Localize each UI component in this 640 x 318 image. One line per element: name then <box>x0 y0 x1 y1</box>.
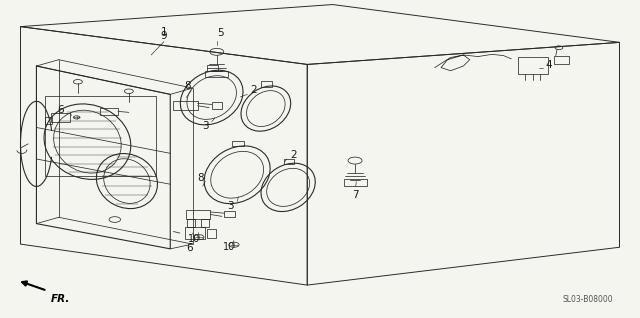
Text: 4: 4 <box>545 60 552 70</box>
Text: 3: 3 <box>202 121 209 131</box>
Bar <box>173 101 198 110</box>
Bar <box>232 141 244 146</box>
Bar <box>207 229 216 238</box>
Text: 8: 8 <box>197 173 204 183</box>
Text: 10: 10 <box>223 242 236 252</box>
Bar <box>186 210 211 219</box>
Text: 3: 3 <box>227 201 234 211</box>
Bar <box>284 159 294 164</box>
Text: 5: 5 <box>217 28 223 38</box>
Bar <box>554 56 568 65</box>
Bar <box>207 65 218 71</box>
Text: 2: 2 <box>250 85 257 95</box>
Bar <box>261 81 271 87</box>
Text: 6: 6 <box>57 105 64 115</box>
Text: SL03-B08000: SL03-B08000 <box>563 295 613 304</box>
Bar <box>51 113 70 122</box>
Bar <box>45 96 156 176</box>
Text: 2: 2 <box>290 149 297 160</box>
Bar <box>344 179 367 186</box>
Text: 1: 1 <box>161 27 167 37</box>
Bar <box>45 117 52 124</box>
Bar <box>202 219 209 227</box>
Bar <box>212 102 222 108</box>
Text: 10: 10 <box>188 234 200 244</box>
Text: 6: 6 <box>186 244 193 253</box>
Bar <box>100 108 118 115</box>
Text: FR.: FR. <box>51 294 70 304</box>
Text: 9: 9 <box>161 31 167 41</box>
Text: 8: 8 <box>184 81 191 92</box>
Text: 7: 7 <box>352 190 358 200</box>
Bar <box>188 219 195 227</box>
Bar <box>205 71 228 77</box>
Bar <box>518 58 548 74</box>
Bar <box>225 211 235 217</box>
Bar <box>185 227 205 239</box>
